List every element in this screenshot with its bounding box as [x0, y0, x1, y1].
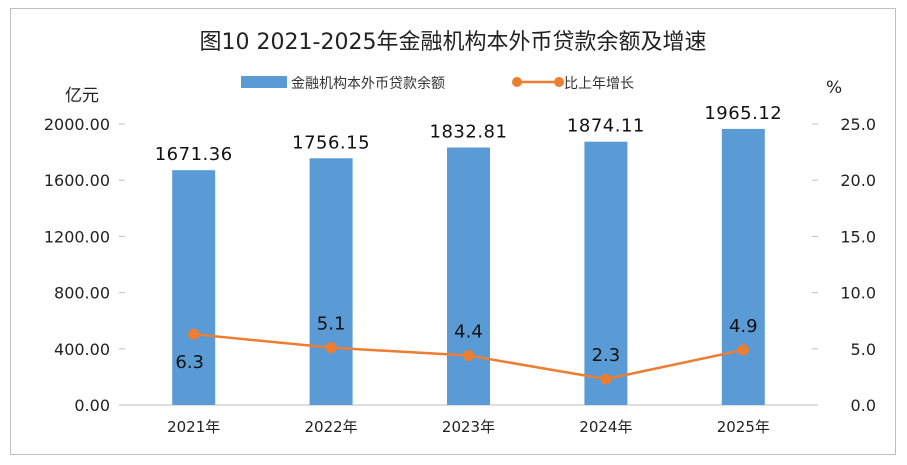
- legend: 金融机构本外币贷款余额 比上年增长: [241, 75, 634, 92]
- legend-bar-label: 金融机构本外币贷款余额: [291, 75, 445, 92]
- bar: [584, 141, 628, 405]
- right-tick-label: 20.0: [840, 171, 876, 190]
- growth-point: [737, 344, 749, 356]
- growth-point: [600, 373, 612, 385]
- growth-value-label: 2.3: [592, 345, 621, 366]
- legend-bar-swatch: [241, 76, 287, 88]
- left-axis-unit: 亿元: [65, 86, 99, 106]
- chart-title: 图10 2021-2025年金融机构本外币贷款余额及增速: [200, 30, 707, 55]
- growth-point: [325, 342, 337, 354]
- bars: 1671.36 1756.15 1832.81 1874.11 1965.12: [155, 103, 782, 406]
- left-tick-label: 800.00: [54, 284, 110, 303]
- legend-line-marker-left: [512, 77, 522, 87]
- left-tick-label: 400.00: [54, 340, 110, 359]
- bar: [172, 170, 216, 405]
- left-tick-label: 0.00: [74, 396, 110, 415]
- bar: [447, 147, 490, 406]
- right-tick-label: 5.0: [851, 340, 876, 359]
- right-tick-label: 10.0: [840, 284, 876, 303]
- growth-value-label: 6.3: [175, 352, 204, 373]
- right-tick-label: 0.0: [851, 396, 876, 415]
- growth-point: [463, 350, 474, 362]
- bar: [309, 158, 353, 405]
- left-tick-label: 2000.00: [44, 115, 110, 134]
- bar-value-label: 1756.15: [292, 132, 370, 153]
- growth-line: 6.3 5.1 4.4 2.3 4.9: [175, 314, 758, 385]
- growth-point: [188, 328, 200, 340]
- bar-value-label: 1874.11: [567, 116, 645, 137]
- category-label: 2023年: [442, 418, 495, 436]
- category-label: 2021年: [167, 418, 220, 436]
- left-tick-label: 1600.00: [44, 171, 110, 190]
- bar-value-label: 1965.12: [704, 103, 782, 124]
- category-label: 2024年: [579, 418, 632, 436]
- growth-value-label: 4.4: [454, 322, 483, 343]
- legend-line-marker-right: [554, 77, 564, 87]
- legend-line-label: 比上年增长: [564, 76, 634, 92]
- bar-value-label: 1832.81: [430, 121, 508, 142]
- category-label: 2025年: [717, 418, 770, 436]
- left-axis-ticks: 0.00 400.00 800.00 1200.00 1600.00 2000.00: [44, 115, 125, 415]
- right-axis-unit: %: [826, 78, 842, 98]
- bar: [721, 128, 765, 405]
- growth-value-label: 4.9: [729, 316, 758, 337]
- right-tick-label: 25.0: [840, 115, 876, 134]
- growth-value-label: 5.1: [317, 314, 346, 335]
- right-axis-ticks: 0.0 5.0 10.0 15.0 20.0 25.0: [812, 115, 876, 415]
- right-tick-label: 15.0: [840, 227, 876, 246]
- left-tick-label: 1200.00: [44, 227, 110, 246]
- category-label: 2022年: [305, 418, 358, 436]
- bar-value-label: 1671.36: [155, 144, 233, 165]
- category-labels: 2021年 2022年 2023年 2024年 2025年: [167, 418, 770, 436]
